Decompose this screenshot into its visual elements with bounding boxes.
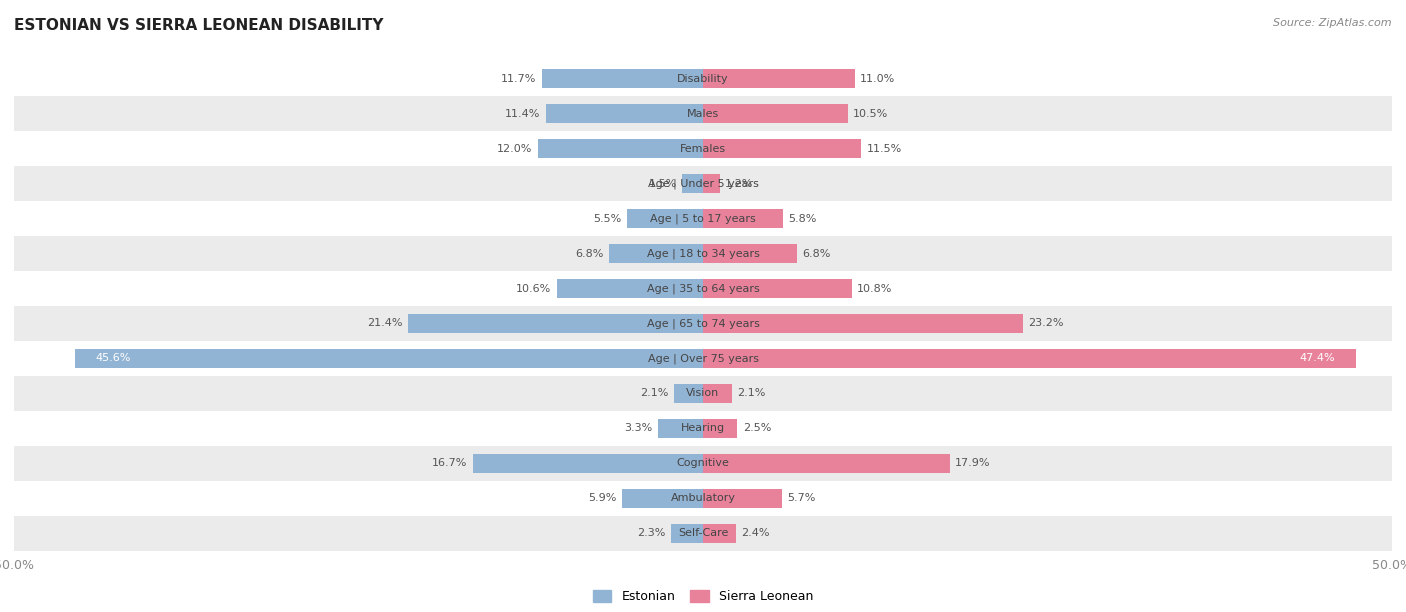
Bar [14,446,1392,481]
Bar [621,489,703,508]
Bar [658,419,703,438]
Text: Age | Under 5 years: Age | Under 5 years [648,178,758,189]
Text: 23.2%: 23.2% [1028,318,1064,329]
Text: 2.5%: 2.5% [742,424,772,433]
Text: 2.3%: 2.3% [637,528,666,539]
Text: 45.6%: 45.6% [96,354,131,364]
Text: 10.6%: 10.6% [516,283,551,294]
Text: 5.9%: 5.9% [588,493,616,503]
Text: 1.5%: 1.5% [648,179,676,188]
Text: Age | 18 to 34 years: Age | 18 to 34 years [647,248,759,259]
Bar [671,524,703,543]
Bar [703,453,949,473]
Text: Males: Males [688,109,718,119]
Bar [682,174,703,193]
Text: 16.7%: 16.7% [432,458,467,468]
Bar [703,279,852,298]
Text: ESTONIAN VS SIERRA LEONEAN DISABILITY: ESTONIAN VS SIERRA LEONEAN DISABILITY [14,18,384,34]
Bar [557,279,703,298]
Bar [14,236,1392,271]
Bar [546,104,703,123]
Text: Ambulatory: Ambulatory [671,493,735,503]
Text: 11.4%: 11.4% [505,109,540,119]
Text: 11.0%: 11.0% [860,73,896,84]
Text: 21.4%: 21.4% [367,318,402,329]
Bar [14,481,1392,516]
Text: Age | 5 to 17 years: Age | 5 to 17 years [650,214,756,224]
Bar [703,139,862,159]
Bar [703,174,720,193]
Bar [14,166,1392,201]
Bar [14,516,1392,551]
Bar [703,524,737,543]
Text: 12.0%: 12.0% [496,144,531,154]
Bar [14,61,1392,96]
Text: 10.8%: 10.8% [858,283,893,294]
Bar [673,384,703,403]
Bar [14,341,1392,376]
Text: Disability: Disability [678,73,728,84]
Text: 1.2%: 1.2% [725,179,754,188]
Bar [703,384,733,403]
Bar [14,96,1392,131]
Text: 17.9%: 17.9% [955,458,991,468]
Bar [703,69,855,88]
Text: 5.8%: 5.8% [789,214,817,223]
Bar [627,209,703,228]
Text: Females: Females [681,144,725,154]
Bar [408,314,703,333]
Bar [703,419,738,438]
Bar [75,349,703,368]
Text: Cognitive: Cognitive [676,458,730,468]
Text: Hearing: Hearing [681,424,725,433]
Bar [541,69,703,88]
Bar [472,453,703,473]
Legend: Estonian, Sierra Leonean: Estonian, Sierra Leonean [588,585,818,608]
Text: 6.8%: 6.8% [575,248,603,258]
Bar [14,411,1392,446]
Bar [609,244,703,263]
Text: Self-Care: Self-Care [678,528,728,539]
Text: 2.4%: 2.4% [741,528,770,539]
Bar [703,314,1022,333]
Bar [703,349,1357,368]
Text: Source: ZipAtlas.com: Source: ZipAtlas.com [1274,18,1392,28]
Bar [14,306,1392,341]
Text: 11.7%: 11.7% [501,73,536,84]
Bar [703,244,797,263]
Text: 47.4%: 47.4% [1299,354,1336,364]
Text: 3.3%: 3.3% [624,424,652,433]
Bar [14,201,1392,236]
Bar [703,104,848,123]
Text: 6.8%: 6.8% [803,248,831,258]
Bar [537,139,703,159]
Text: Vision: Vision [686,389,720,398]
Text: 2.1%: 2.1% [640,389,669,398]
Bar [703,489,782,508]
Text: 5.5%: 5.5% [593,214,621,223]
Bar [14,271,1392,306]
Bar [14,376,1392,411]
Text: Age | 65 to 74 years: Age | 65 to 74 years [647,318,759,329]
Text: 2.1%: 2.1% [738,389,766,398]
Text: 5.7%: 5.7% [787,493,815,503]
Text: 11.5%: 11.5% [868,144,903,154]
Bar [703,209,783,228]
Text: Age | 35 to 64 years: Age | 35 to 64 years [647,283,759,294]
Text: 10.5%: 10.5% [853,109,889,119]
Bar [14,131,1392,166]
Text: Age | Over 75 years: Age | Over 75 years [648,353,758,364]
